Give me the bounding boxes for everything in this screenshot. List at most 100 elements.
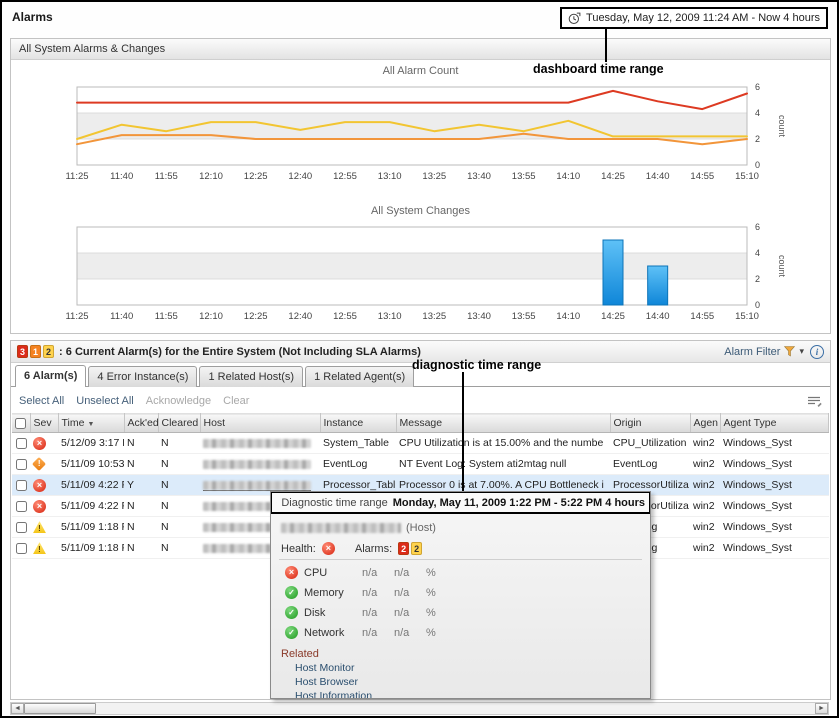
host-name-redacted[interactable]	[203, 438, 311, 448]
row-checkbox[interactable]	[15, 521, 27, 533]
dashboard-time-range-control[interactable]: Tuesday, May 12, 2009 11:24 AM - Now 4 h…	[560, 7, 828, 29]
time-cell: 5/11/09 1:18 PM	[58, 537, 124, 559]
dashboard-annotation-line	[605, 29, 607, 62]
alarm-filter-button[interactable]: Alarm Filter ▾	[724, 346, 804, 358]
scroll-left-button[interactable]: ◄	[11, 703, 24, 714]
svg-text:13:40: 13:40	[467, 311, 491, 322]
health-status-fatal-icon	[321, 542, 335, 555]
tab-4-error-instance-s[interactable]: 4 Error Instance(s)	[88, 366, 198, 387]
related-links: Host Monitor Host Browser Host Information	[271, 662, 650, 699]
alarms-label: Alarms:	[354, 542, 393, 555]
origin-cell: ProcessorUtiliza	[610, 474, 690, 496]
host-name-redacted[interactable]	[203, 459, 311, 469]
svg-text:11:55: 11:55	[155, 171, 178, 182]
svg-text:14:25: 14:25	[601, 171, 625, 182]
column-header-origin[interactable]: Origin	[610, 413, 691, 433]
page-title: Alarms	[12, 10, 53, 24]
column-header-message[interactable]: Message	[396, 413, 611, 433]
tooltip-health-row: Health: Alarms: 22	[281, 542, 650, 555]
severity-badge: 2	[411, 542, 423, 555]
metric-unit: %	[426, 566, 436, 579]
column-header-instance[interactable]: Instance	[320, 413, 397, 433]
select-all-checkbox[interactable]	[15, 417, 27, 429]
related-link-host-information[interactable]: Host Information	[295, 690, 373, 699]
column-header-ack-ed[interactable]: Ack'ed	[124, 413, 159, 433]
funnel-icon	[784, 346, 796, 357]
column-header-agent-type[interactable]: Agent Type	[720, 413, 829, 433]
host-link[interactable]	[203, 480, 311, 491]
row-checkbox[interactable]	[15, 437, 27, 449]
panel-title: All System Alarms & Changes	[19, 43, 166, 55]
svg-text:14:40: 14:40	[646, 171, 670, 182]
metric-row-network: Network n/a n/a%	[285, 625, 650, 640]
svg-text:11:40: 11:40	[110, 311, 133, 322]
host-name-redacted[interactable]	[203, 501, 311, 511]
svg-text:14:55: 14:55	[690, 171, 714, 182]
time-cell: 5/11/09 4:22 PM	[58, 474, 124, 496]
info-icon[interactable]: i	[810, 344, 824, 359]
tab-1-related-agent-s[interactable]: 1 Related Agent(s)	[305, 366, 415, 387]
column-header-host[interactable]: Host	[200, 413, 321, 433]
host-name-redacted[interactable]	[203, 480, 311, 490]
cleared-cell: N	[158, 516, 200, 538]
column-header-cleared[interactable]: Cleared	[158, 413, 201, 433]
origin-cell: EventLog	[610, 453, 690, 475]
severity-warning-icon	[33, 542, 46, 555]
svg-text:12:40: 12:40	[288, 311, 312, 322]
severity-fatal-icon	[33, 436, 46, 450]
host-name-redacted[interactable]	[203, 543, 311, 553]
agent-cell: win2	[690, 495, 720, 517]
svg-text:count: count	[777, 115, 787, 138]
chevron-down-icon: ▾	[799, 346, 804, 356]
table-toolbar: Select All Unselect All Acknowledge Clea…	[11, 391, 830, 411]
svg-text:13:10: 13:10	[378, 311, 402, 322]
svg-text:13:55: 13:55	[512, 311, 536, 322]
agent-type-cell: Windows_Syst	[720, 537, 829, 559]
svg-text:6: 6	[755, 82, 760, 92]
horizontal-scrollbar[interactable]: ◄ ►	[10, 702, 829, 715]
column-header-agen[interactable]: Agen	[690, 413, 721, 433]
related-link-host-browser[interactable]: Host Browser	[295, 676, 359, 688]
row-checkbox[interactable]	[15, 458, 27, 470]
row-checkbox[interactable]	[15, 500, 27, 512]
column-header-time[interactable]: Time ▼	[58, 413, 125, 433]
alarms-summary-text: : 6 Current Alarm(s) for the Entire Syst…	[59, 345, 421, 358]
host-name-redacted	[281, 523, 401, 533]
host-type-suffix: (Host)	[406, 522, 436, 534]
unselect-all-button[interactable]: Unselect All	[76, 395, 134, 407]
host-name-redacted[interactable]	[203, 522, 311, 532]
metric-label: CPU	[304, 566, 328, 579]
related-label: Related	[281, 648, 319, 660]
metric-label: Network	[304, 626, 345, 639]
svg-text:12:25: 12:25	[244, 311, 268, 322]
clear-button[interactable]: Clear	[223, 395, 250, 407]
metric-label: Memory	[304, 586, 344, 599]
panel-header: All System Alarms & Changes	[11, 39, 830, 60]
related-link-host-monitor[interactable]: Host Monitor	[295, 662, 355, 674]
column-header-sev[interactable]: Sev	[30, 413, 59, 433]
tooltip-host-line: (Host)	[281, 522, 650, 534]
tab-6-alarm-s[interactable]: 6 Alarm(s)	[15, 365, 87, 387]
metric-value: n/a	[362, 626, 378, 639]
table-customizer-icon[interactable]	[807, 395, 822, 407]
metric-value: n/a	[394, 586, 410, 599]
acknowledge-button[interactable]: Acknowledge	[145, 395, 212, 407]
metric-value: n/a	[362, 566, 378, 579]
select-all-button[interactable]: Select All	[19, 395, 65, 407]
diagnostic-annotation-label: diagnostic time range	[412, 358, 542, 372]
svg-text:13:25: 13:25	[422, 171, 446, 182]
row-checkbox[interactable]	[15, 542, 27, 554]
alarm-row: 5/11/09 4:22 PMYNProcessor_TablProcessor…	[12, 474, 829, 496]
row-checkbox[interactable]	[15, 479, 27, 491]
svg-text:12:10: 12:10	[199, 311, 223, 322]
svg-text:14:55: 14:55	[690, 311, 714, 322]
svg-text:0: 0	[755, 300, 760, 310]
tab-1-related-host-s[interactable]: 1 Related Host(s)	[199, 366, 304, 387]
scroll-right-button[interactable]: ►	[815, 703, 828, 714]
scrollbar-thumb[interactable]	[24, 703, 96, 714]
acked-cell: N	[124, 495, 158, 517]
metric-value: n/a	[394, 626, 410, 639]
svg-text:12:10: 12:10	[199, 171, 223, 182]
